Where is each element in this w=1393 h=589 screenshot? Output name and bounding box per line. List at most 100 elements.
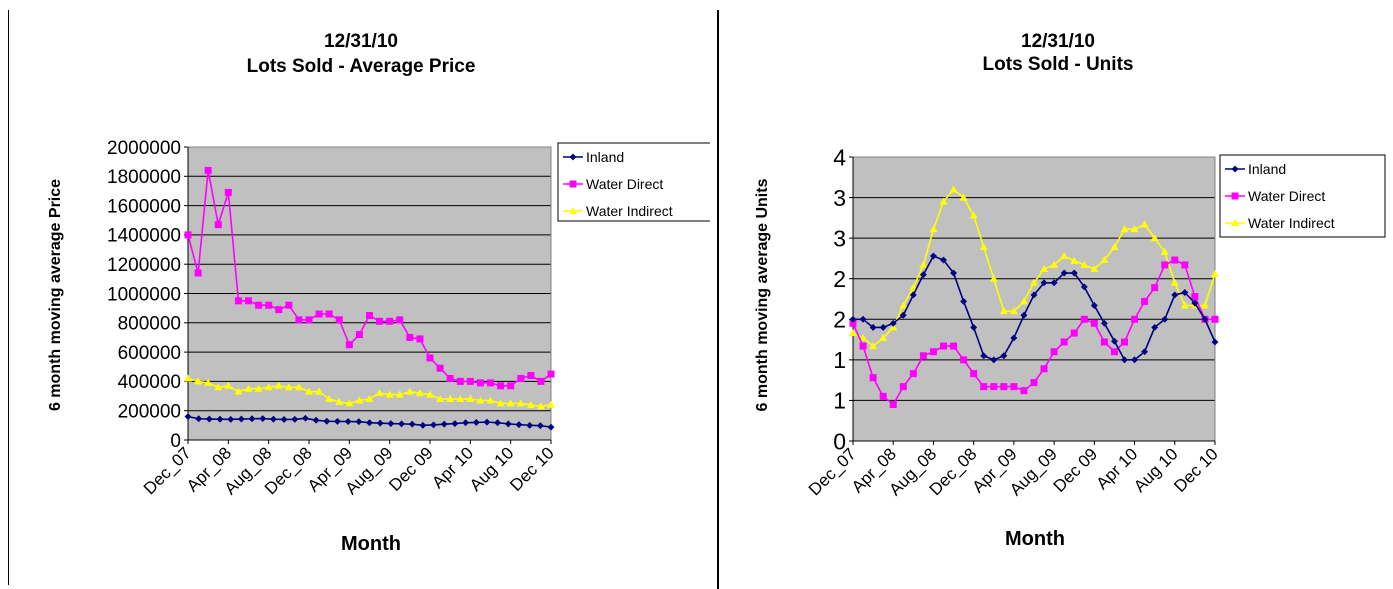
data-point: [1191, 293, 1199, 301]
data-point: [244, 384, 253, 392]
legend-label: Water Direct: [1248, 188, 1325, 204]
data-point: [1030, 278, 1038, 286]
data-point: [859, 333, 868, 341]
data-point: [476, 396, 485, 404]
data-point: [1181, 261, 1189, 269]
y-tick-label: 1000000: [107, 284, 181, 305]
y-tick-label: 2: [833, 307, 846, 333]
data-point: [325, 310, 333, 318]
data-point: [214, 221, 222, 229]
chart-title-line2: Lots Sold - Units: [983, 54, 1134, 75]
data-point: [849, 329, 857, 337]
data-point: [284, 383, 293, 391]
data-point: [315, 387, 324, 395]
data-point: [929, 348, 937, 356]
data-point: [1110, 243, 1119, 251]
data-point: [1141, 348, 1149, 356]
y-tick-label: 0: [833, 428, 846, 454]
data-point: [269, 415, 277, 423]
data-point: [194, 377, 203, 385]
data-point: [426, 390, 434, 398]
data-point: [939, 197, 948, 205]
data-point: [879, 333, 888, 341]
data-point: [451, 420, 459, 428]
data-point: [536, 402, 545, 410]
data-point: [960, 356, 968, 364]
legend: Inland Water Direct Water Indirect: [1219, 154, 1386, 238]
data-point: [315, 310, 323, 318]
data-point: [472, 418, 480, 426]
data-point: [506, 399, 515, 407]
y-tick-label: 1600000: [107, 196, 181, 217]
data-point: [419, 421, 427, 429]
legend-marker: [1231, 165, 1239, 173]
data-point: [280, 415, 288, 424]
data-point: [396, 316, 404, 324]
data-point: [1130, 225, 1139, 233]
center-divider: [717, 10, 719, 589]
data-point: [940, 342, 947, 350]
data-point: [1120, 356, 1129, 364]
plot-area: [853, 157, 1215, 441]
data-point: [386, 317, 394, 325]
y-tick-label: 1: [833, 347, 846, 373]
data-point: [1140, 220, 1149, 228]
legend-label: Water Direct: [586, 176, 663, 192]
data-point: [527, 372, 535, 380]
data-point: [1080, 260, 1089, 268]
data-point: [1120, 225, 1129, 233]
data-point: [466, 377, 474, 385]
data-point: [344, 417, 352, 426]
data-point: [1050, 260, 1059, 268]
data-point: [446, 394, 455, 402]
data-point: [929, 252, 937, 260]
data-point: [406, 333, 414, 341]
data-point: [990, 356, 998, 364]
data-point: [1161, 261, 1169, 269]
data-point: [1131, 356, 1139, 364]
data-point: [1020, 311, 1028, 319]
chart-units: 12/31/10 Lots Sold - Units 6 month movin…: [754, 31, 1386, 550]
data-point: [929, 225, 938, 233]
data-point: [859, 342, 867, 350]
x-axis-label: Month: [1005, 528, 1065, 550]
data-point: [889, 319, 897, 327]
data-point: [295, 316, 303, 324]
data-point: [1040, 264, 1049, 272]
data-point: [980, 383, 988, 391]
data-point: [517, 374, 525, 382]
data-point: [365, 394, 374, 402]
data-point: [547, 370, 555, 378]
legend: Inland Water Direct Water Indirect: [557, 142, 710, 222]
data-point: [195, 415, 203, 423]
data-point: [345, 399, 354, 407]
data-point: [184, 231, 192, 239]
data-point: [919, 271, 927, 279]
y-tick-label: 2000000: [107, 138, 181, 159]
data-point: [294, 383, 303, 391]
data-point: [227, 415, 235, 423]
data-point: [919, 352, 927, 360]
data-point: [939, 256, 948, 264]
data-point: [1010, 334, 1018, 342]
x-tick-label: Dec 10: [506, 443, 558, 495]
data-point: [1181, 288, 1189, 297]
data-point: [224, 188, 232, 196]
legend-marker: [569, 207, 577, 214]
data-point: [1080, 283, 1088, 291]
data-point: [1009, 307, 1018, 315]
data-point: [301, 414, 309, 422]
data-point: [1000, 352, 1008, 360]
data-point: [440, 420, 448, 428]
data-point: [909, 291, 917, 299]
chart-title-line1: 12/31/10: [1021, 31, 1095, 52]
data-point: [849, 315, 857, 323]
legend-label: Inland: [1248, 161, 1286, 177]
legend-marker: [1231, 219, 1239, 226]
y-tick-label: 400000: [118, 372, 181, 393]
data-point: [1090, 319, 1098, 327]
data-point: [899, 301, 908, 309]
data-point: [234, 387, 243, 395]
data-point: [1121, 338, 1128, 346]
